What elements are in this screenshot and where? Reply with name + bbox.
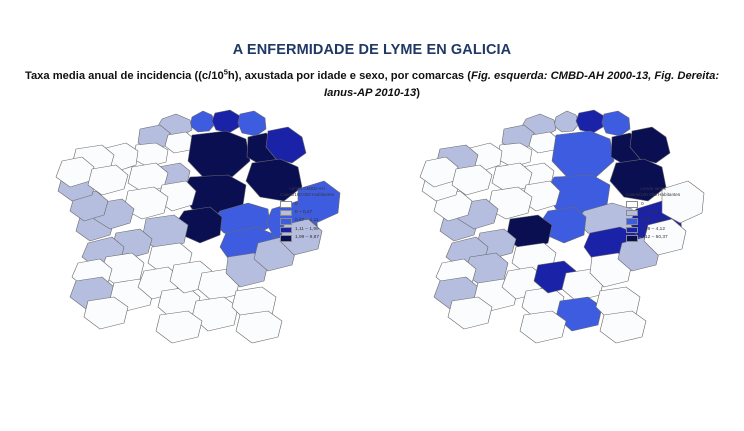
- legend-row: 2,39 – 4,12: [626, 226, 680, 234]
- legend-row: 0,89 – 2,39: [626, 217, 680, 225]
- comarca-region: [189, 110, 216, 133]
- comarca-region: [451, 164, 493, 196]
- legend-label-4: 1,99 – 9,87: [295, 235, 320, 241]
- comarca-region: [83, 296, 129, 330]
- figure-ianus-ap: [398, 103, 728, 345]
- legend-row: 0 – 0,89: [626, 209, 680, 217]
- legend-label-0: 0: [295, 201, 298, 207]
- comarca-region: [553, 110, 580, 133]
- legend-row: 0: [280, 200, 334, 208]
- legend-label-1: 0 – 0,47: [295, 210, 313, 216]
- comarca-region: [519, 310, 567, 344]
- legend-ianus-ap: Lenda Ianus Casos/100.000 Habitantes 0 0…: [626, 186, 680, 242]
- legend-row: 1,11 – 1,99: [280, 226, 334, 234]
- legend-swatch-2: [280, 218, 292, 225]
- comarca-region: [297, 180, 341, 224]
- figure-cmbd-ah: [34, 103, 364, 345]
- legend-label-4: 4,12 – 50,37: [641, 235, 668, 241]
- comarca-region: [237, 110, 267, 137]
- comarca-region: [643, 218, 687, 256]
- subtitle-source-right: AP 2010-13: [356, 87, 417, 99]
- subtitle-source-left: Fig. esquerda: CMBD-AH 2000-13, Fig. Der…: [324, 70, 720, 99]
- legend-row: 0,47 – 1,11: [280, 217, 334, 225]
- comarca-region: [87, 164, 129, 196]
- comarca-region: [447, 296, 493, 330]
- subtitle-text-b: h), axustada por idade e sexo, por comar…: [227, 70, 471, 82]
- subtitle-text-a: Taxa media anual de incidencia ((c/10: [24, 70, 224, 82]
- comarca-region: [661, 180, 705, 224]
- legend-row: 0 – 0,47: [280, 209, 334, 217]
- legend-label-2: 0,89 – 2,39: [641, 218, 666, 224]
- legend-row: 4,12 – 50,37: [626, 234, 680, 242]
- legend-label-0: 0: [641, 201, 644, 207]
- legend-swatch-4: [626, 234, 638, 242]
- legend-swatch-3: [626, 226, 638, 234]
- legend-swatch-3: [280, 226, 292, 234]
- legend-title-ianus-ap: Lenda Ianus: [640, 186, 666, 191]
- comarca-region: [601, 110, 631, 137]
- comarca-region: [155, 310, 203, 344]
- legend-cmbd-ah: Lenda CMBD-AH Casos/100.000 Habitantes 0…: [280, 186, 334, 242]
- legend-swatch-0: [280, 201, 292, 208]
- page-subtitle: Taxa media anual de incidencia ((c/105h)…: [22, 68, 722, 102]
- legend-title-cmbd-ah: Lenda CMBD-AH: [289, 186, 325, 191]
- legend-row: 0: [626, 200, 680, 208]
- legend-unit-cmbd-ah: Casos/100.000 Habitantes: [280, 191, 335, 197]
- comarca-region: [235, 310, 283, 344]
- legend-row: 1,99 – 9,87: [280, 234, 334, 242]
- legend-swatch-4: [280, 234, 292, 242]
- legend-label-1: 0 – 0,89: [641, 210, 659, 216]
- comarca-region: [187, 130, 251, 178]
- legend-swatch-2: [626, 218, 638, 225]
- comarca-region: [496, 142, 533, 168]
- comarca-region: [575, 109, 605, 134]
- legend-swatch-1: [626, 209, 638, 217]
- comarca-region: [245, 158, 303, 202]
- comarca-region: [211, 109, 241, 134]
- legend-heading-ianus-ap: Lenda Ianus Casos/100.000 Habitantes: [626, 186, 680, 197]
- subtitle-close-paren: ): [416, 87, 420, 99]
- legend-label-2: 0,47 – 1,11: [295, 218, 319, 224]
- legend-swatch-0: [626, 201, 638, 208]
- comarca-region: [551, 130, 615, 178]
- comarca-region: [265, 126, 307, 164]
- legend-swatch-1: [280, 209, 292, 217]
- comarca-region: [609, 158, 667, 202]
- legend-heading-cmbd-ah: Lenda CMBD-AH Casos/100.000 Habitantes: [280, 186, 334, 197]
- legend-label-3: 1,11 – 1,99: [295, 226, 319, 232]
- legend-label-3: 2,39 – 4,12: [641, 226, 666, 232]
- legend-unit-ianus-ap: Casos/100.000 Habitantes: [626, 191, 681, 197]
- subtitle-exponent: 5: [223, 67, 228, 77]
- comarca-region: [629, 126, 671, 164]
- choropleth-map-cmbd-ah: [55, 109, 341, 344]
- page-title: A ENFERMIDADE DE LYME EN GALICIA: [232, 42, 512, 58]
- choropleth-map-ianus-ap: [419, 109, 705, 344]
- comarca-region: [132, 142, 169, 168]
- comarca-region: [599, 310, 647, 344]
